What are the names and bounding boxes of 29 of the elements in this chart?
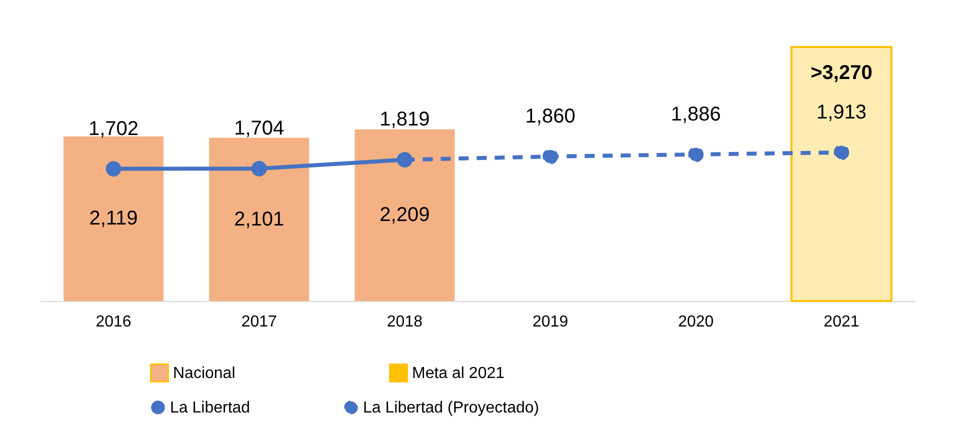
data-label: 2,209 [380,204,430,226]
data-label: 1,819 [380,108,430,131]
legend-label: Meta al 2021 [412,364,505,382]
x-tick-label: 2019 [532,314,568,330]
bar [790,46,892,302]
bar [354,129,455,301]
legend-label: La Libertad [170,399,250,416]
x-tick-label: 2017 [241,314,278,330]
data-label: 1,860 [525,106,576,128]
point [251,160,267,176]
point [396,152,412,168]
x-tick-label: 2018 [386,314,423,330]
x-tick-label: 2020 [678,314,714,330]
data-label: 1,913 [816,101,867,124]
x-tick-label: 2016 [96,314,132,330]
data-label: 1,704 [234,118,284,140]
point [688,146,704,162]
point [106,161,122,176]
point [834,144,850,160]
data-label: >3,270 [810,62,872,84]
point [542,148,558,164]
data-label: 2,119 [89,208,138,230]
bar [64,136,164,301]
x-tick-label: 2021 [824,314,860,330]
data-label: 1,702 [88,118,139,140]
data-label: 1,886 [670,104,721,126]
legend-label: Nacional [173,364,236,382]
legend-label: La Libertad (Proyectado) [363,399,540,416]
data-label: 2,101 [234,208,284,230]
